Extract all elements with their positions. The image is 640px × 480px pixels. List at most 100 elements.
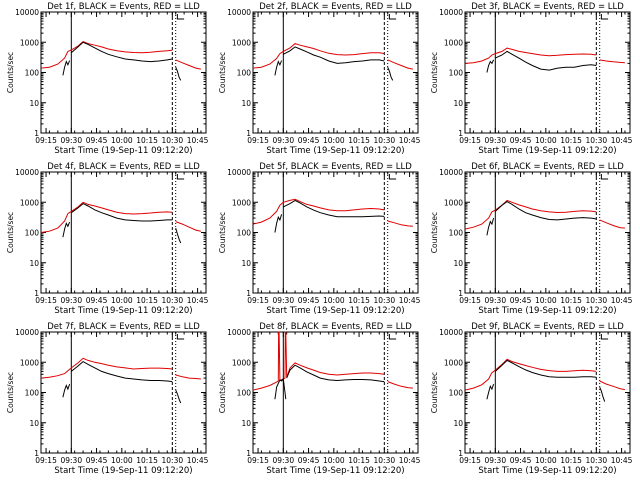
x-tick-label: 09:30 [484,136,506,145]
series-line-1 [252,331,385,391]
x-tick-label: 09:30 [272,136,294,145]
y-tick-label: 10000 [227,168,251,177]
y-tick-label: 1 [246,449,251,458]
x-tick-label: 09:15 [35,136,57,145]
x-tick-label: 10:15 [348,456,370,465]
series-line-3 [274,214,283,233]
plot-frame [464,331,631,454]
y-tick-label: 1000 [20,38,39,47]
y-tick-label: 1 [458,449,463,458]
series-line-4 [70,41,173,63]
y-tick-label: 10000 [15,8,39,17]
y-axis-label: Counts/sec [430,212,439,253]
y-axis-label: Counts/sec [6,52,15,93]
x-tick-label: 10:15 [560,456,582,465]
bracket-marker [600,14,609,20]
series-line-3 [486,383,495,400]
x-tick-label: 09:45 [510,296,532,305]
panel-title: Det 3f, BLACK = Events, RED = LLD [471,2,624,12]
series-line-5 [387,67,394,81]
x-tick-label: 09:30 [484,296,506,305]
x-tick-label: 10:30 [586,456,608,465]
y-tick-label: 100 [449,69,464,78]
series-line-4 [494,201,597,221]
y-tick-label: 1000 [232,38,251,47]
x-tick-label: 09:45 [86,296,108,305]
y-tick-label: 10 [241,99,251,108]
y-tick-label: 1000 [20,358,39,367]
y-tick-label: 10000 [439,328,463,337]
series-line-1 [252,43,385,69]
series-line-2 [599,59,625,64]
y-tick-label: 1 [34,449,39,458]
y-axis-label: Counts/sec [6,372,15,413]
x-axis-label: Start Time (19-Sep-11 09:12:20) [478,146,616,156]
x-axis-label: Start Time (19-Sep-11 09:12:20) [54,306,192,316]
x-tick-label: 10:15 [136,296,158,305]
y-tick-label: 1000 [20,198,39,207]
series-line-1 [40,357,173,379]
x-tick-label: 10:15 [560,136,582,145]
x-tick-label: 10:45 [399,136,421,145]
plot-frame [40,331,207,454]
series-line-4 [494,359,597,378]
y-tick-label: 10 [453,99,463,108]
series-line-2 [387,381,413,389]
x-tick-label: 09:15 [247,456,269,465]
series-line-5 [175,389,182,404]
panel-1: Det 1f, BLACK = Events, RED = LLD 1 10 100 1… [6,2,209,156]
y-axis-label: Counts/sec [218,372,227,413]
y-axis-label: Counts/sec [430,52,439,93]
y-tick-label: 100 [25,389,40,398]
panel-2: Det 2f, BLACK = Events, RED = LLD 1 10 100 1… [218,2,421,156]
bracket-marker [388,174,397,180]
series-line-2 [175,59,201,70]
series-line-4 [71,203,173,222]
series-line-3 [486,59,495,73]
panel-3: Det 3f, BLACK = Events, RED = LLD 1 10 100 1… [430,2,633,156]
x-axis-label: Start Time (19-Sep-11 09:12:20) [266,146,404,156]
x-tick-label: 09:30 [484,456,506,465]
y-tick-label: 10 [453,419,463,428]
x-tick-label: 10:45 [399,296,421,305]
y-tick-label: 10 [453,259,463,268]
y-tick-label: 1 [246,289,251,298]
x-tick-label: 10:00 [535,456,557,465]
x-tick-label: 09:45 [298,136,320,145]
panel-title: Det 7f, BLACK = Events, RED = LLD [47,322,200,332]
panel-7: Det 7f, BLACK = Events, RED = LLD 1 10 100 1… [6,322,209,476]
plot-frame [252,171,419,294]
y-tick-label: 100 [237,69,252,78]
panel-title: Det 9f, BLACK = Events, RED = LLD [471,322,624,332]
bracket-marker [176,174,185,180]
bracket-marker [600,334,609,340]
x-axis-label: Start Time (19-Sep-11 09:12:20) [54,146,192,156]
y-tick-label: 100 [449,229,464,238]
series-line-2 [175,374,201,380]
series-line-3 [274,377,287,400]
y-tick-label: 10 [29,259,39,268]
x-tick-label: 10:45 [611,456,633,465]
y-tick-label: 1 [458,129,463,138]
series-line-1 [40,41,173,69]
x-axis-label: Start Time (19-Sep-11 09:12:20) [266,306,404,316]
x-tick-label: 10:00 [111,136,133,145]
y-tick-label: 10 [241,259,251,268]
plot-frame [252,11,419,134]
x-tick-label: 10:00 [323,456,345,465]
x-axis-label: Start Time (19-Sep-11 09:12:20) [266,466,404,476]
panel-title: Det 8f, BLACK = Events, RED = LLD [259,322,412,332]
y-tick-label: 1000 [444,198,463,207]
y-tick-label: 10000 [439,8,463,17]
panel-title: Det 2f, BLACK = Events, RED = LLD [259,2,412,12]
x-tick-label: 09:15 [459,456,481,465]
x-tick-label: 10:45 [611,136,633,145]
x-tick-label: 09:30 [272,456,294,465]
series-line-2 [599,219,625,229]
y-tick-label: 100 [25,69,40,78]
bracket-marker [600,174,609,180]
x-tick-label: 09:15 [35,456,57,465]
series-line-5 [599,387,606,402]
y-tick-label: 10 [29,419,39,428]
